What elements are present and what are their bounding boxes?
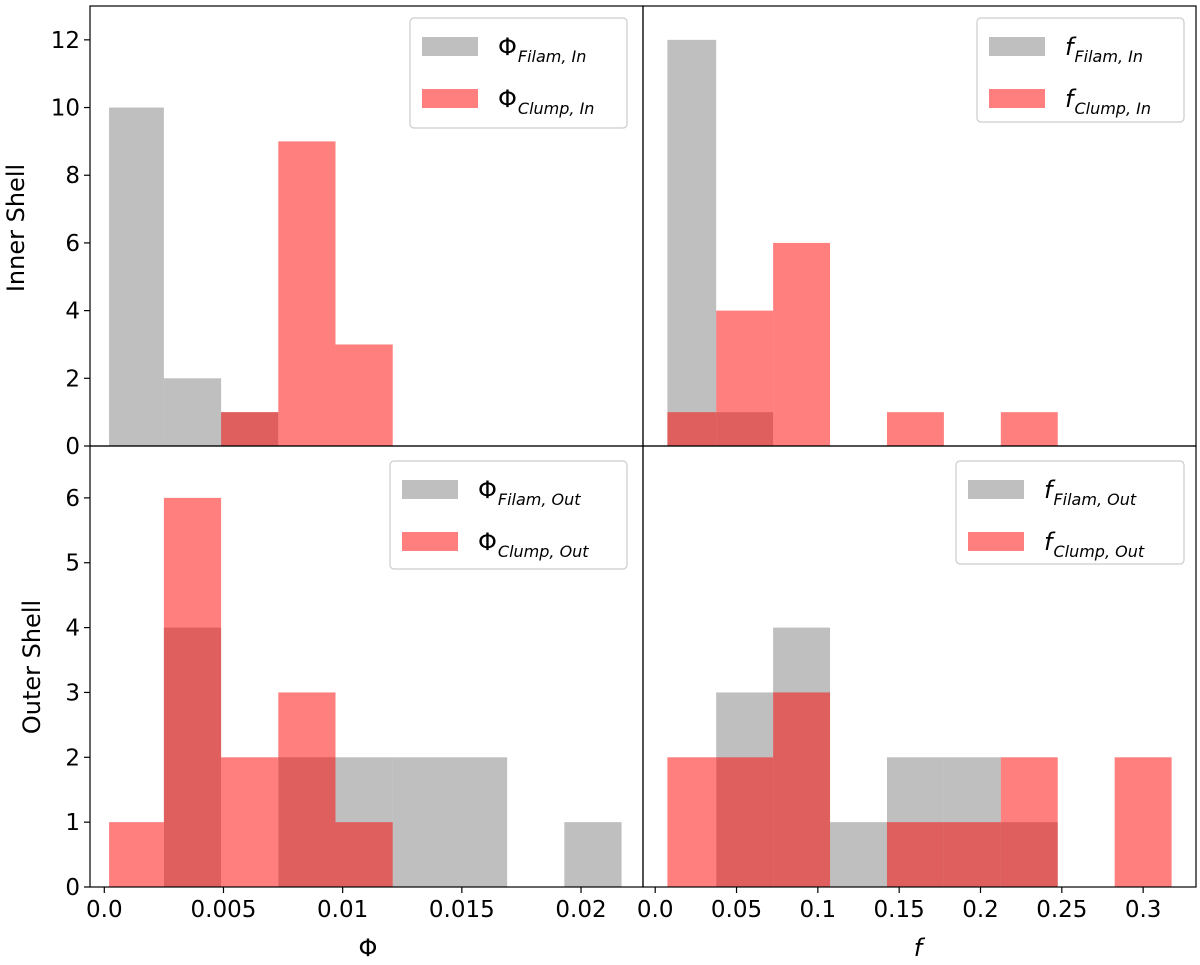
- bar-outer-f-clump-5: [943, 822, 1001, 887]
- bar-outer-f-clump-8: [1114, 757, 1172, 887]
- bar-outer-phi-filament-8: [564, 822, 622, 887]
- bar-outer-f-clump-4: [886, 822, 944, 887]
- xtick-label-outer-f-0.0: 0.0: [637, 897, 674, 923]
- bar-outer-f-clump-2: [773, 692, 831, 887]
- legend-swatch-inner-f-filament: [989, 37, 1045, 56]
- bar-inner-phi-clump-4: [335, 344, 393, 446]
- ytick-label-inner-phi-2: 2: [65, 366, 80, 392]
- legend-swatch-outer-f-filament: [968, 480, 1024, 499]
- ytick-label-outer-phi-2: 2: [65, 745, 80, 771]
- bar-outer-f-clump-0: [667, 757, 717, 887]
- legend-label-inner-phi-clump: ΦClump, In: [498, 85, 594, 118]
- xtick-label-outer-phi-0.005: 0.005: [191, 897, 257, 923]
- bar-inner-f-clump-4: [886, 412, 944, 446]
- ytick-label-outer-phi-1: 1: [65, 810, 80, 836]
- legend-label-inner-phi-filament: ΦFilam, In: [498, 33, 586, 66]
- bar-inner-f-filament-0: [667, 39, 717, 446]
- ytick-label-inner-phi-10: 10: [51, 96, 80, 122]
- bar-outer-f-filament-2: [830, 822, 887, 887]
- xtick-label-outer-f-0.25: 0.25: [1036, 897, 1087, 923]
- bar-outer-phi-filament-5: [392, 757, 450, 887]
- bar-outer-phi-clump-3: [278, 692, 336, 887]
- legend-label-outer-phi-filament: ΦFilam, Out: [478, 476, 581, 509]
- ytick-label-inner-phi-0: 0: [65, 434, 80, 460]
- legend-swatch-outer-phi-filament: [402, 480, 458, 499]
- row-label-inner-shell: Inner Shell: [2, 164, 30, 292]
- legend-swatch-outer-phi-clump: [402, 532, 458, 551]
- ytick-label-inner-phi-4: 4: [65, 299, 80, 325]
- bar-outer-phi-clump-4: [335, 822, 393, 887]
- ytick-label-inner-phi-12: 12: [51, 28, 80, 54]
- bar-outer-phi-clump-0: [109, 822, 164, 887]
- ytick-label-outer-phi-6: 6: [65, 486, 80, 512]
- ytick-label-inner-phi-8: 8: [65, 163, 80, 189]
- bar-outer-f-clump-1: [716, 757, 774, 887]
- ytick-label-outer-phi-5: 5: [65, 551, 80, 577]
- bar-outer-phi-clump-2: [221, 757, 279, 887]
- legend-swatch-inner-phi-clump: [422, 89, 478, 108]
- bar-inner-phi-filament-0: [109, 107, 164, 447]
- panel-frame-outer-f: [642, 445, 1197, 888]
- legend-inner-phi: ΦFilam, In ΦClump, In: [409, 17, 628, 129]
- bar-inner-f-clump-0: [667, 412, 717, 446]
- bar-outer-phi-clump-1: [163, 497, 222, 887]
- bar-inner-f-clump-1: [716, 310, 774, 446]
- xtick-label-outer-phi-0.015: 0.015: [429, 897, 495, 923]
- xtick-label-outer-f-0.1: 0.1: [800, 897, 837, 923]
- xtick-label-outer-f-0.3: 0.3: [1125, 897, 1162, 923]
- xtick-label-outer-f-0.15: 0.15: [874, 897, 925, 923]
- row-label-outer-shell: Outer Shell: [18, 600, 46, 734]
- ytick-label-outer-phi-4: 4: [65, 616, 80, 642]
- bar-outer-f-clump-6: [1000, 757, 1058, 887]
- x-axis-label-f: f: [914, 934, 926, 962]
- xtick-label-outer-phi-0.0: 0.0: [86, 897, 123, 923]
- legend-swatch-outer-f-clump: [968, 532, 1024, 551]
- ytick-label-inner-phi-6: 6: [65, 231, 80, 257]
- legend-swatch-inner-phi-filament: [422, 37, 478, 56]
- legend-label-outer-phi-clump: ΦClump, Out: [478, 528, 589, 561]
- bar-inner-phi-clump-2: [221, 412, 279, 446]
- xtick-label-outer-phi-0.02: 0.02: [555, 897, 606, 923]
- ytick-label-outer-phi-3: 3: [65, 680, 80, 706]
- histogram-bars: [109, 39, 1172, 887]
- legend-swatch-inner-f-clump: [989, 89, 1045, 108]
- bar-inner-phi-clump-3: [278, 141, 336, 446]
- bar-inner-f-clump-6: [1000, 412, 1058, 446]
- xtick-label-outer-f-0.05: 0.05: [711, 897, 762, 923]
- xtick-label-outer-phi-0.01: 0.01: [317, 897, 368, 923]
- legend-label-inner-f-filament: fFilam, In: [1065, 33, 1143, 66]
- ytick-label-outer-phi-0: 0: [65, 875, 80, 901]
- bar-inner-f-clump-2: [773, 242, 831, 446]
- legend-outer-phi: ΦFilam, Out ΦClump, Out: [389, 460, 628, 570]
- x-axis-label-phi: Φ: [359, 934, 378, 962]
- panel-frames: [89, 5, 1197, 888]
- bar-inner-phi-filament-1: [163, 378, 222, 446]
- xtick-label-outer-f-0.2: 0.2: [962, 897, 999, 923]
- bar-outer-phi-filament-6: [449, 757, 508, 887]
